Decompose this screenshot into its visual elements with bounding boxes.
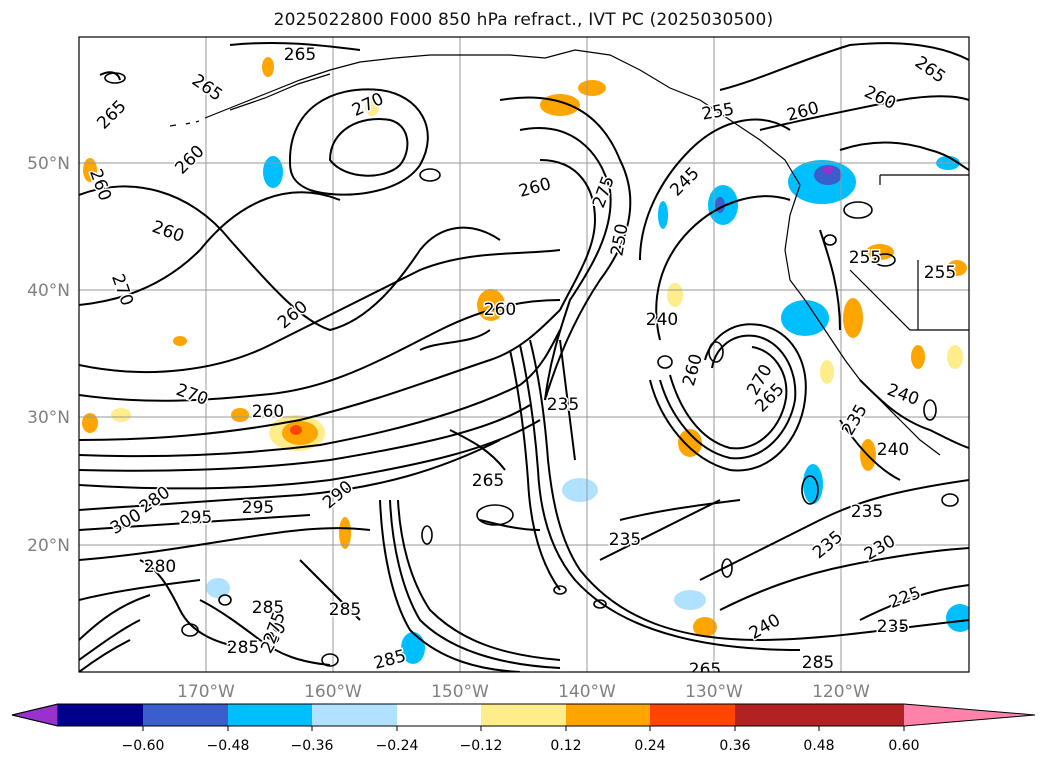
contour-label: 265 <box>472 471 504 491</box>
contour-label: 260 <box>484 300 516 320</box>
contour-label: 260 <box>252 402 284 422</box>
lon-label: 170°W <box>177 682 235 702</box>
colorbar-tick-label: 0.12 <box>550 738 581 754</box>
contour-label: 235 <box>851 502 883 522</box>
contour-label: 280 <box>144 557 176 577</box>
colorbar-segment <box>566 704 650 726</box>
lon-label: 120°W <box>812 682 870 702</box>
colorbar-segment <box>819 704 904 726</box>
contour-label: 285 <box>252 598 284 618</box>
lat-label: 20°N <box>27 536 70 556</box>
lat-label: 40°N <box>27 281 70 301</box>
colorbar-tick-label: −0.12 <box>460 738 503 754</box>
colorbar-segment <box>481 704 566 726</box>
lon-label: 130°W <box>685 682 743 702</box>
contour-label: 235 <box>609 530 641 550</box>
contour-label: 240 <box>877 440 909 460</box>
map-frame <box>78 36 970 673</box>
small-contours <box>104 72 959 667</box>
colorbar-tick-label: −0.24 <box>376 738 419 754</box>
colorbar-tick-label: −0.36 <box>291 738 334 754</box>
colorbar-segment <box>58 704 143 726</box>
colorbar-tick-label: 0.48 <box>803 738 834 754</box>
colorbar-tick-label: 0.24 <box>634 738 665 754</box>
colorbar-segment <box>312 704 397 726</box>
colorbar-extend-high <box>904 704 1035 726</box>
contour-label: 295 <box>242 498 274 518</box>
colorbar-tick-label: −0.60 <box>122 738 165 754</box>
longitude-axis: 170°W 160°W 150°W 140°W 130°W 120°W <box>177 682 870 702</box>
refractivity-contours <box>79 41 969 672</box>
colorbar-segment <box>143 704 228 726</box>
lon-label: 160°W <box>304 682 362 702</box>
contour-label: 240 <box>646 310 678 330</box>
colorbar-tick-label: 0.36 <box>719 738 750 754</box>
colorbar-segment <box>228 704 312 726</box>
contour-label: 285 <box>802 653 834 673</box>
contour-label: 265 <box>284 45 316 65</box>
contour-label: 295 <box>180 508 212 528</box>
lat-label: 30°N <box>27 408 70 428</box>
lon-label: 150°W <box>431 682 489 702</box>
lon-label: 140°W <box>558 682 616 702</box>
contour-label: 235 <box>877 617 909 637</box>
contour-label: 285 <box>227 638 259 658</box>
colorbar-segment <box>397 704 481 726</box>
colorbar-tick-label: 0.60 <box>888 738 919 754</box>
lat-label: 50°N <box>27 154 70 174</box>
colorbar-segment <box>650 704 735 726</box>
coastlines <box>169 49 969 456</box>
contour-label: 285 <box>329 600 361 620</box>
contour-label: 255 <box>849 248 881 268</box>
colorbar-tick-label: −0.48 <box>207 738 250 754</box>
map-panel <box>79 37 969 672</box>
colorbar-extend-low <box>11 703 59 727</box>
contour-label: 235 <box>547 395 579 415</box>
contour-label: 265 <box>689 660 721 680</box>
map-title: 2025022800 F000 850 hPa refract., IVT PC… <box>273 10 774 30</box>
contour-label: 260 <box>785 98 822 126</box>
graticule <box>79 37 969 672</box>
latitude-axis: 50°N 40°N 30°N 20°N <box>27 154 70 556</box>
contour-label: 255 <box>924 263 956 283</box>
colorbar-outline <box>11 703 1036 727</box>
ivt-shading <box>82 57 969 664</box>
colorbar-segment <box>735 704 819 726</box>
colorbar: −0.60 −0.48 −0.36 −0.24 −0.12 0.12 0.24 … <box>11 703 1036 754</box>
